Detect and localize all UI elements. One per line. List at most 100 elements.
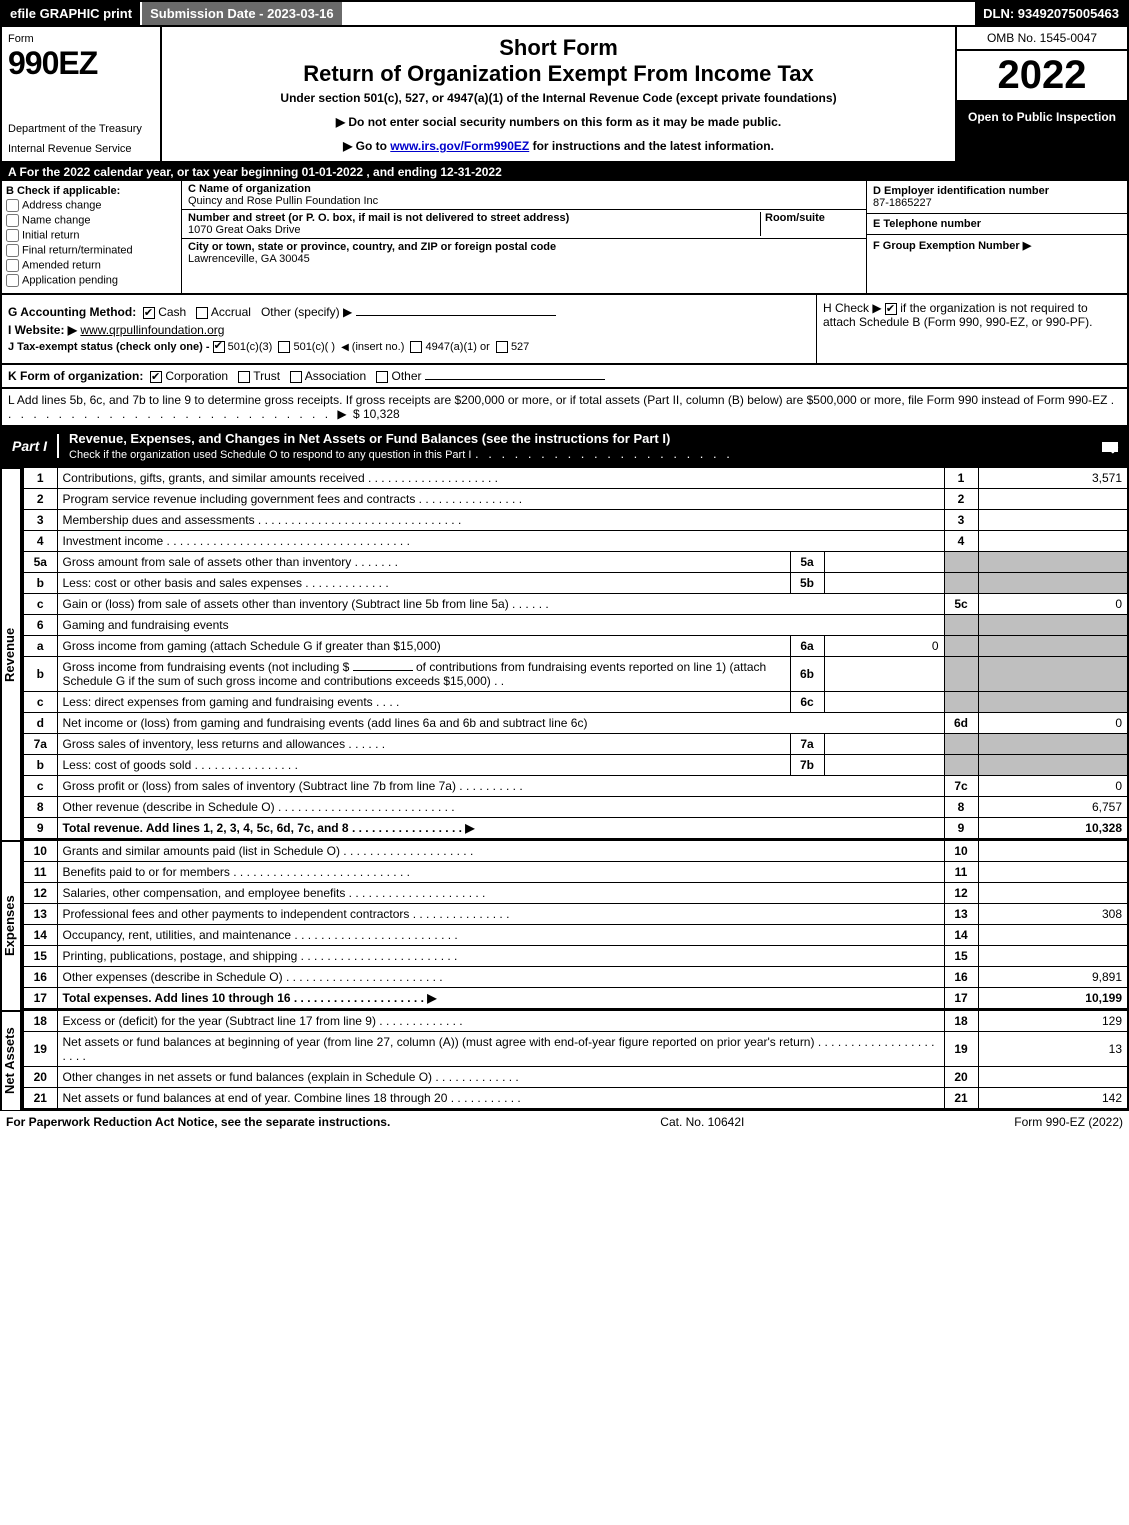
section-e: E Telephone number xyxy=(867,214,1127,235)
checkbox-final-return[interactable] xyxy=(6,244,19,257)
line-num: 12 xyxy=(23,883,57,904)
line-a: A For the 2022 calendar year, or tax yea… xyxy=(0,163,1129,181)
line-val xyxy=(978,841,1128,862)
omb-number: OMB No. 1545-0047 xyxy=(957,27,1127,51)
line-sub: 5b xyxy=(790,573,824,594)
6b-amount-input[interactable] xyxy=(353,670,413,671)
checkbox-accrual[interactable] xyxy=(196,307,208,319)
line-4: 4Investment income . . . . . . . . . . .… xyxy=(23,531,1128,552)
grey-cell xyxy=(978,657,1128,692)
checkbox-schedule-o[interactable] xyxy=(1101,441,1119,453)
line-sub: 7b xyxy=(790,755,824,776)
section-def: D Employer identification number 87-1865… xyxy=(867,181,1127,293)
revenue-side-label: Revenue xyxy=(0,467,22,840)
part-i-title: Revenue, Expenses, and Changes in Net As… xyxy=(59,427,1093,465)
grey-cell xyxy=(944,615,978,636)
line-subval xyxy=(824,657,944,692)
checkbox-initial-return[interactable] xyxy=(6,229,19,242)
line-desc: Gain or (loss) from sale of assets other… xyxy=(57,594,944,615)
line-5b: bLess: cost or other basis and sales exp… xyxy=(23,573,1128,594)
line-sub: 7a xyxy=(790,734,824,755)
room-suite-label: Room/suite xyxy=(765,212,860,224)
submission-date: Submission Date - 2023-03-16 xyxy=(140,2,342,25)
line-val: 0 xyxy=(978,776,1128,797)
checkbox-schedule-b[interactable] xyxy=(885,303,897,315)
e-label: E Telephone number xyxy=(873,218,1121,230)
open-to-public: Open to Public Inspection xyxy=(957,102,1127,161)
net-assets-block: Net Assets 18Excess or (deficit) for the… xyxy=(0,1010,1129,1110)
checkbox-4947[interactable] xyxy=(410,341,422,353)
checkbox-amended-return[interactable] xyxy=(6,259,19,272)
part-i-tag: Part I xyxy=(2,434,59,458)
tax-year: 2022 xyxy=(957,51,1127,102)
checkbox-name-change[interactable] xyxy=(6,214,19,227)
checkbox-corporation[interactable] xyxy=(150,371,162,383)
6b-desc1: Gross income from fundraising events (no… xyxy=(63,660,350,674)
checkbox-cash[interactable] xyxy=(143,307,155,319)
other-org-input[interactable] xyxy=(425,379,605,380)
line-num: 13 xyxy=(23,904,57,925)
cb-label: Final return/terminated xyxy=(22,244,133,256)
checkbox-501c[interactable] xyxy=(278,341,290,353)
line-rnum: 9 xyxy=(944,818,978,840)
checkbox-other-org[interactable] xyxy=(376,371,388,383)
line-desc: Less: cost of goods sold . . . . . . . .… xyxy=(57,755,790,776)
line-rnum: 4 xyxy=(944,531,978,552)
net-assets-side-label: Net Assets xyxy=(0,1010,22,1110)
line-17: 17Total expenses. Add lines 10 through 1… xyxy=(23,988,1128,1010)
line-val xyxy=(978,925,1128,946)
checkbox-527[interactable] xyxy=(496,341,508,353)
dln-label: DLN: 93492075005463 xyxy=(975,2,1127,25)
title-main: Return of Organization Exempt From Incom… xyxy=(170,61,947,87)
grey-cell xyxy=(978,755,1128,776)
line-num: 15 xyxy=(23,946,57,967)
line-rnum: 3 xyxy=(944,510,978,531)
checkbox-association[interactable] xyxy=(290,371,302,383)
line-j: J Tax-exempt status (check only one) - 5… xyxy=(8,341,810,353)
g-label: G Accounting Method: xyxy=(8,305,136,319)
cb-final-return: Final return/terminated xyxy=(6,244,177,257)
line-num: 17 xyxy=(23,988,57,1010)
line-7b: bLess: cost of goods sold . . . . . . . … xyxy=(23,755,1128,776)
line-6c: cLess: direct expenses from gaming and f… xyxy=(23,692,1128,713)
other-specify-input[interactable] xyxy=(356,315,556,316)
line-desc: Salaries, other compensation, and employ… xyxy=(57,883,944,904)
line-subval xyxy=(824,692,944,713)
line-rnum: 12 xyxy=(944,883,978,904)
checkbox-application-pending[interactable] xyxy=(6,274,19,287)
header-center: Short Form Return of Organization Exempt… xyxy=(162,27,957,161)
checkbox-address-change[interactable] xyxy=(6,199,19,212)
expenses-table: 10Grants and similar amounts paid (list … xyxy=(22,840,1129,1010)
line-rnum: 20 xyxy=(944,1067,978,1088)
checkbox-501c3[interactable] xyxy=(213,341,225,353)
line-subval xyxy=(824,755,944,776)
c-city-label: City or town, state or province, country… xyxy=(188,241,860,253)
cash-label: Cash xyxy=(158,305,186,319)
checkbox-trust[interactable] xyxy=(238,371,250,383)
line-rnum: 16 xyxy=(944,967,978,988)
irs-link[interactable]: www.irs.gov/Form990EZ xyxy=(390,139,529,153)
spacer xyxy=(342,2,976,25)
line-21: 21Net assets or fund balances at end of … xyxy=(23,1088,1128,1110)
line-rnum: 7c xyxy=(944,776,978,797)
grey-cell xyxy=(944,573,978,594)
line-rnum: 5c xyxy=(944,594,978,615)
501c-label: 501(c)( ) xyxy=(293,341,335,353)
line-rnum: 8 xyxy=(944,797,978,818)
line-rnum: 10 xyxy=(944,841,978,862)
arrow-left-icon xyxy=(338,341,352,353)
revenue-block: Revenue 1Contributions, gifts, grants, a… xyxy=(0,467,1129,840)
line-rnum: 15 xyxy=(944,946,978,967)
line-num: 9 xyxy=(23,818,57,840)
title-short-form: Short Form xyxy=(170,35,947,61)
line-1: 1Contributions, gifts, grants, and simil… xyxy=(23,468,1128,489)
header-left: Form 990EZ Department of the Treasury In… xyxy=(2,27,162,161)
form-word: Form xyxy=(8,33,154,45)
note-url-post: for instructions and the latest informat… xyxy=(529,139,774,153)
c-street-row: Number and street (or P. O. box, if mail… xyxy=(182,210,866,239)
line-val: 9,891 xyxy=(978,967,1128,988)
line-16: 16Other expenses (describe in Schedule O… xyxy=(23,967,1128,988)
line-rnum: 21 xyxy=(944,1088,978,1110)
line-num: 14 xyxy=(23,925,57,946)
line-val: 10,328 xyxy=(978,818,1128,840)
